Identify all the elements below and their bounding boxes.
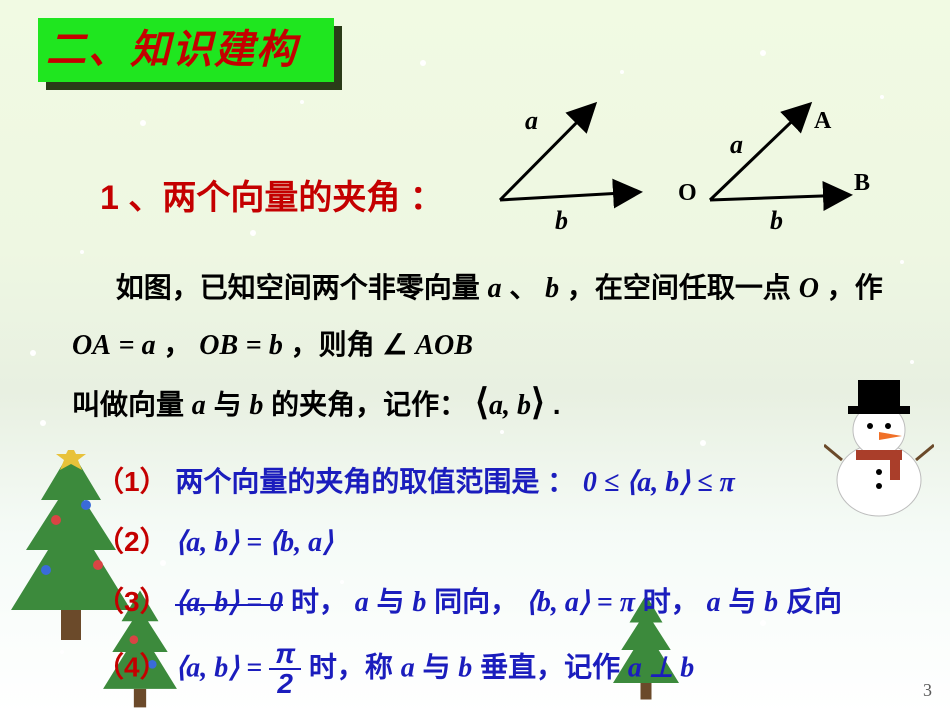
para-lb: ⟨ <box>475 382 489 422</box>
item-4-perp: a ⊥ b <box>628 652 694 683</box>
item-1-num: （1） <box>96 466 168 497</box>
para-t6: 与 <box>214 389 250 420</box>
para-a: a <box>488 273 502 304</box>
vector-b2-label: b <box>770 206 783 236</box>
snow-dot <box>40 420 46 426</box>
item-3-t5: 与 <box>728 586 756 617</box>
item-4-frac: π 2 <box>269 640 301 698</box>
item-4-b: b <box>458 652 472 683</box>
para-c1: ， <box>163 329 191 360</box>
point-O-label: O <box>678 180 697 207</box>
para-OA: OA <box>72 330 111 361</box>
item-3-m1: ⟨a, b⟩ = 0 <box>175 587 283 618</box>
item-4-t2: 与 <box>422 651 450 682</box>
item-4-lbr: ⟨ <box>175 652 186 683</box>
item-3-num: （3） <box>96 586 168 617</box>
item-4-ab: a, b <box>186 652 228 683</box>
item-4-t1: 时，称 <box>309 651 393 682</box>
item-3-t4: 时， <box>643 586 699 617</box>
item-4-rbr: ⟩ = <box>228 652 269 683</box>
para-eq2: = <box>246 330 269 361</box>
item-4: （4） ⟨a, b⟩ = π 2 时，称 a 与 b 垂直，记作 a ⊥ b <box>96 640 694 698</box>
para-dot: . <box>553 389 561 420</box>
para-t1: 如图，已知空间两个非零向量 <box>116 272 488 303</box>
para-AOB: AOB <box>415 330 473 361</box>
item-2: （2） ⟨a, b⟩ = ⟨b, a⟩ <box>96 520 333 560</box>
para-ang: ∠ <box>382 330 407 361</box>
para-dun: 、 <box>509 272 537 303</box>
item-4-a: a <box>401 652 415 683</box>
item-3-t1: 时， <box>291 586 347 617</box>
para-t3: ，作 <box>827 272 883 303</box>
item-3-a: a <box>355 587 369 618</box>
para-t2: ，在空间任取一点 <box>567 272 799 303</box>
item-3-t3: 同向， <box>434 586 518 617</box>
para-b2: b <box>249 390 263 421</box>
para-rb: ⟩ <box>531 382 545 422</box>
item-4-t3: 垂直，记作 <box>480 651 620 682</box>
para-ab: a, b <box>489 390 531 421</box>
para-OB: OB <box>199 330 238 361</box>
item-4-pi: π <box>269 640 301 670</box>
point-B-label: B <box>854 170 870 197</box>
para-t7: 的夹角，记作： <box>271 389 467 420</box>
item-2-num: （2） <box>96 526 168 557</box>
para-b: b <box>545 273 559 304</box>
item-4-num: （4） <box>96 651 168 682</box>
item-3-a2: a <box>707 587 721 618</box>
vectors-left <box>0 0 950 250</box>
para-t5: 叫做向量 <box>72 389 192 420</box>
item-3-m2: ⟨b, a⟩ = π <box>526 587 635 618</box>
item-2-math: ⟨a, b⟩ = ⟨b, a⟩ <box>175 527 333 558</box>
snow-dot <box>80 250 84 254</box>
definition-paragraph: 如图，已知空间两个非零向量 a 、 b ，在空间任取一点 O ，作 OA = a… <box>72 260 902 434</box>
item-1: （1） 两个向量的夹角的取值范围是 ： 0 ≤ ⟨a, b⟩ ≤ π <box>96 460 735 500</box>
snow-dot <box>60 650 64 654</box>
vector-a-label: a <box>525 106 538 136</box>
item-3-b: b <box>412 587 426 618</box>
para-a2: a <box>192 390 206 421</box>
item-3-t2: 与 <box>377 586 405 617</box>
item-1-math: 0 ≤ ⟨a, b⟩ ≤ π <box>583 467 735 498</box>
para-t4: ，则角 <box>291 329 383 360</box>
item-1-text: 两个向量的夹角的取值范围是 ： <box>175 466 575 497</box>
item-3-b2: b <box>764 587 778 618</box>
item-4-two: 2 <box>269 670 301 698</box>
vector-a2-label: a <box>730 130 743 160</box>
para-av: a <box>142 330 156 361</box>
item-3: （3） ⟨a, b⟩ = 0 时， a 与 b 同向， ⟨b, a⟩ = π 时… <box>96 580 842 620</box>
snow-dot <box>760 620 766 626</box>
vector-b-label: b <box>555 206 568 236</box>
point-A-label: A <box>814 108 831 135</box>
para-eq1: = <box>119 330 142 361</box>
snow-dot <box>30 350 36 356</box>
snow-dot <box>700 440 706 446</box>
page-number: 3 <box>923 680 932 701</box>
para-bv: b <box>269 330 283 361</box>
snow-dot <box>160 560 166 566</box>
item-3-t6: 反向 <box>786 586 842 617</box>
para-O: O <box>799 273 819 304</box>
